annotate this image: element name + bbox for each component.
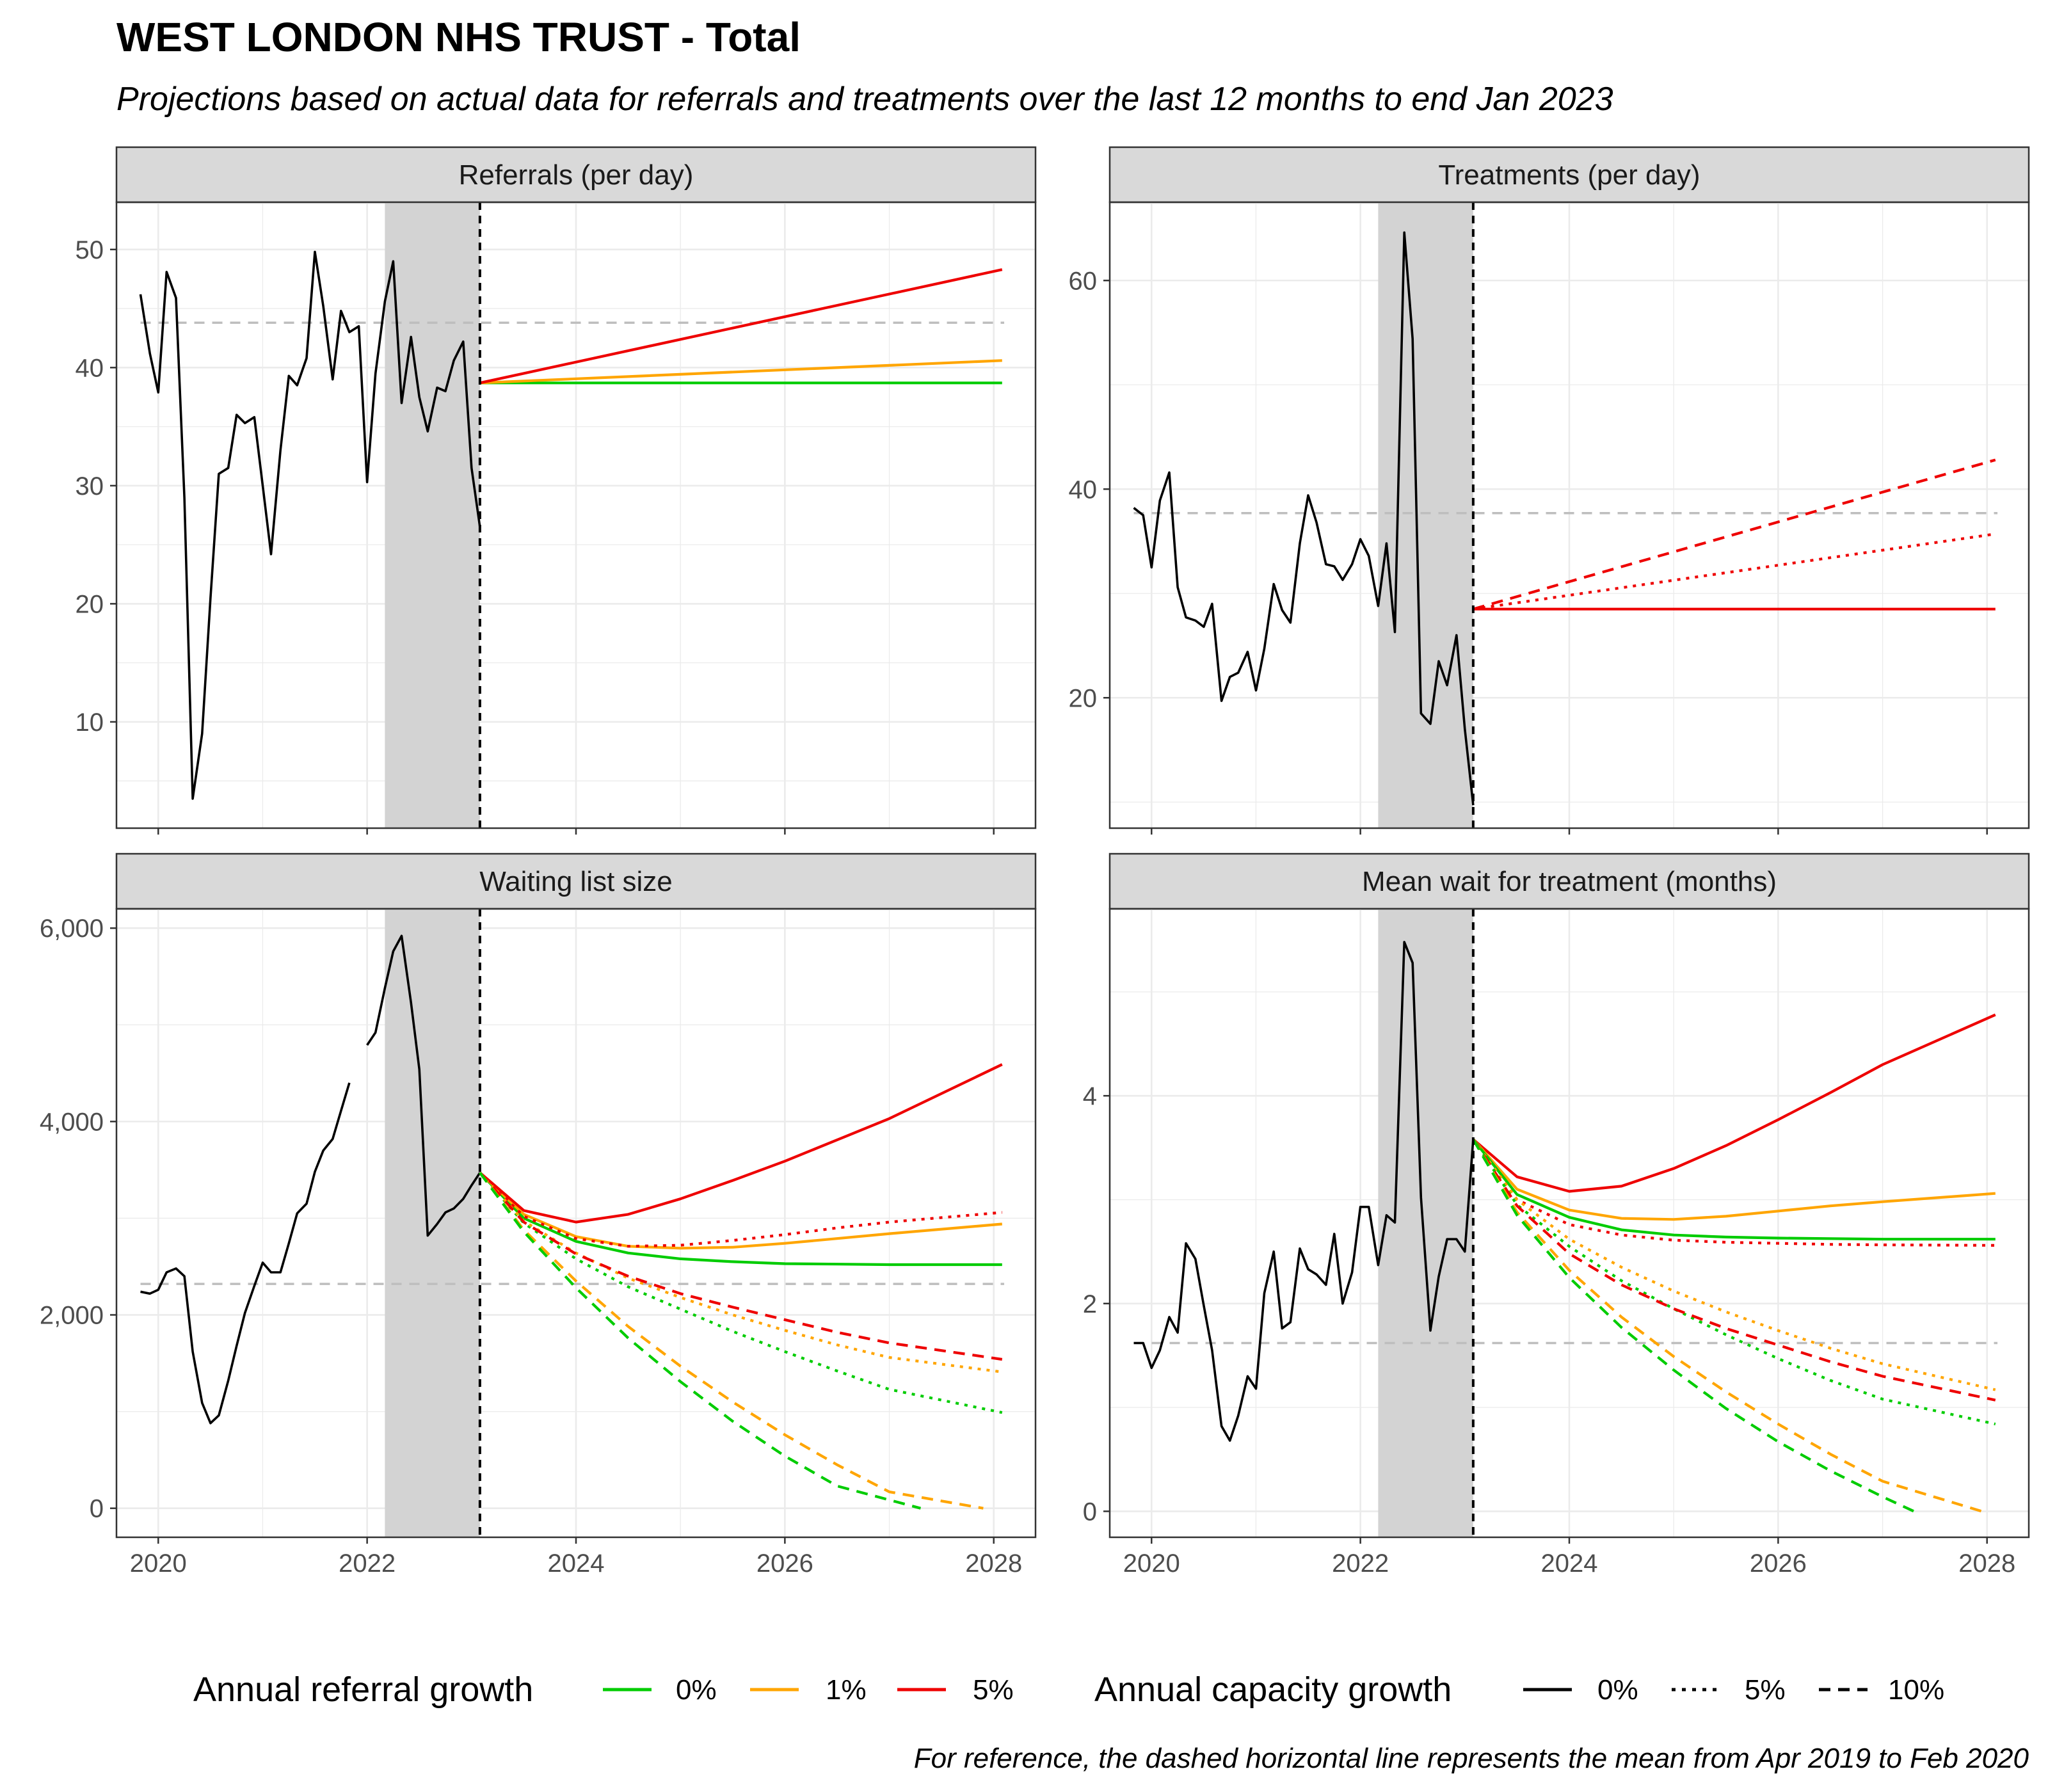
legend-label-referral-1: 1% <box>826 1674 867 1706</box>
y-tick-label: 40 <box>76 354 104 382</box>
x-tick-label: 2024 <box>1541 1549 1598 1578</box>
projection-line <box>479 1171 1002 1267</box>
shaded-period <box>385 909 480 1537</box>
y-tick-label: 20 <box>76 590 104 618</box>
facet-panel: Treatments (per day) 20 40 60 <box>1069 146 2030 835</box>
projection-line <box>1472 1138 1996 1221</box>
facet-panel: Mean wait for treatment (months) 0 2 4 2020 2… <box>1083 852 2030 1578</box>
y-tick-label: 30 <box>76 472 104 500</box>
projection-line <box>479 1171 1002 1250</box>
legend-label-referral-2: 5% <box>973 1674 1014 1706</box>
projection-line <box>479 268 1003 385</box>
projection-line <box>1472 1139 1996 1402</box>
legend-title-capacity: Annual capacity growth <box>1094 1670 1452 1709</box>
facet-strip <box>115 146 1037 204</box>
shaded-period <box>1378 202 1473 828</box>
x-tick-label: 2028 <box>1958 1549 2015 1578</box>
facet-panels: Referrals (per day)1020304050Treatments … <box>40 146 2030 1578</box>
legend-label-capacity-1: 5% <box>1745 1674 1786 1706</box>
projection-line <box>479 1172 1003 1361</box>
y-tick-label: 2 <box>1083 1290 1097 1318</box>
projection-line <box>479 1172 984 1510</box>
projection-line <box>479 359 1002 385</box>
actual-data-line <box>139 250 481 800</box>
projection-line <box>1472 1139 1996 1426</box>
y-tick-label: 6,000 <box>40 915 104 943</box>
x-tick-label: 2026 <box>756 1549 813 1578</box>
y-tick-label: 4 <box>1083 1082 1097 1110</box>
projection-line <box>1472 1138 1996 1241</box>
legend: Annual referral growth 0% 1% 5% Annual c… <box>193 1670 1944 1709</box>
y-tick-label: 4,000 <box>40 1108 104 1136</box>
facet-title: Waiting list size <box>479 866 673 897</box>
actual-data-line <box>140 934 481 1425</box>
y-tick-label: 0 <box>1083 1498 1097 1526</box>
y-tick-label: 60 <box>1069 267 1098 295</box>
x-tick-label: 2022 <box>339 1549 396 1578</box>
facet-title: Treatments (per day) <box>1438 159 1700 191</box>
x-tick-label: 2020 <box>130 1549 187 1578</box>
y-tick-label: 20 <box>1069 684 1098 712</box>
actual-data-line <box>1133 231 1475 806</box>
x-tick-label: 2022 <box>1332 1549 1389 1578</box>
chart-subtitle: Projections based on actual data for ref… <box>116 81 1613 118</box>
projection-line <box>1472 1139 1996 1247</box>
projection-line <box>479 1172 922 1510</box>
legend-label-capacity-0: 0% <box>1597 1674 1638 1706</box>
projection-line <box>1473 532 1996 611</box>
legend-label-capacity-2: 10% <box>1888 1674 1944 1706</box>
facet-panel: Referrals (per day) 10 20 30 40 50 <box>76 146 1037 835</box>
chart-title: WEST LONDON NHS TRUST - Total <box>116 14 801 60</box>
projection-line <box>479 1171 1002 1248</box>
projection-line <box>1472 1139 1915 1513</box>
y-tick-label: 2,000 <box>40 1302 104 1330</box>
shaded-period <box>385 202 480 828</box>
projection-line <box>1472 1139 1996 1391</box>
actual-data-line <box>1133 941 1475 1442</box>
facet-panel: Waiting list size 0 2,000 4,000 6,000 2020 202… <box>40 852 1037 1578</box>
chart-caption: For reference, the dashed horizontal lin… <box>914 1743 2029 1774</box>
projection-line <box>1472 1139 1983 1513</box>
facet-title: Mean wait for treatment (months) <box>1362 866 1777 897</box>
legend-label-referral-0: 0% <box>676 1674 717 1706</box>
facet-strip <box>1108 146 2030 204</box>
x-tick-label: 2026 <box>1750 1549 1807 1578</box>
projection-line <box>479 1172 1003 1414</box>
y-tick-label: 50 <box>76 236 104 264</box>
x-tick-label: 2020 <box>1123 1549 1180 1578</box>
y-tick-label: 10 <box>76 708 104 737</box>
projection-line <box>1473 458 1996 611</box>
facet-title: Referrals (per day) <box>459 159 694 191</box>
facet-strip <box>1108 852 2030 910</box>
facet-strip <box>115 852 1037 910</box>
projection-line <box>1472 1013 1996 1193</box>
x-tick-label: 2024 <box>548 1549 605 1578</box>
projection-line <box>479 1171 1003 1373</box>
shaded-period <box>1378 909 1473 1537</box>
legend-title-referral: Annual referral growth <box>193 1670 533 1709</box>
x-tick-label: 2028 <box>965 1549 1022 1578</box>
projection-line <box>479 1063 1003 1224</box>
y-tick-label: 0 <box>90 1495 104 1523</box>
y-tick-label: 40 <box>1069 476 1098 504</box>
